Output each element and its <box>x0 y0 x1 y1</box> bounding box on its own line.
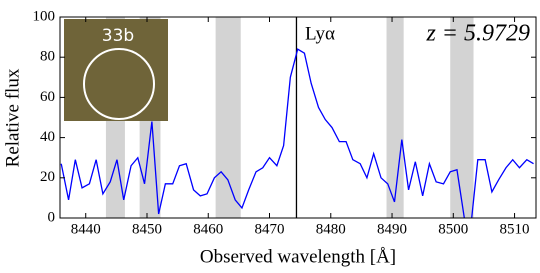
data-line <box>60 48 534 218</box>
x-tick-label: 8480 <box>316 221 346 237</box>
shaded-region <box>215 17 241 218</box>
shaded-region <box>450 17 474 218</box>
x-tick-label: 8500 <box>438 221 468 237</box>
x-tick-label: 8510 <box>500 221 530 237</box>
inset-label: 33b <box>102 26 134 46</box>
inset-circle <box>83 48 155 120</box>
annotation: Lyα <box>305 23 335 44</box>
y-tick-label: 40 <box>40 129 55 145</box>
y-tick-label: 100 <box>33 8 56 24</box>
shaded-region <box>386 17 404 218</box>
y-axis-label: Relative flux <box>2 68 23 167</box>
x-tick-label: 8470 <box>255 221 285 237</box>
y-tick-label: 60 <box>40 89 55 105</box>
x-axis-label: Observed wavelength [Å] <box>200 246 396 267</box>
y-tick-label: 0 <box>48 209 56 225</box>
y-tick-label: 20 <box>40 169 55 185</box>
y-tick-label: 80 <box>40 49 55 65</box>
plot-frame <box>59 16 537 219</box>
inset: 33b <box>64 19 168 121</box>
x-tick-label: 8460 <box>193 221 223 237</box>
x-tick-label: 8490 <box>377 221 407 237</box>
x-tick-label: 8450 <box>132 221 162 237</box>
annotation: z = 5.9729 <box>425 21 530 47</box>
x-tick-label: 8440 <box>71 221 101 237</box>
